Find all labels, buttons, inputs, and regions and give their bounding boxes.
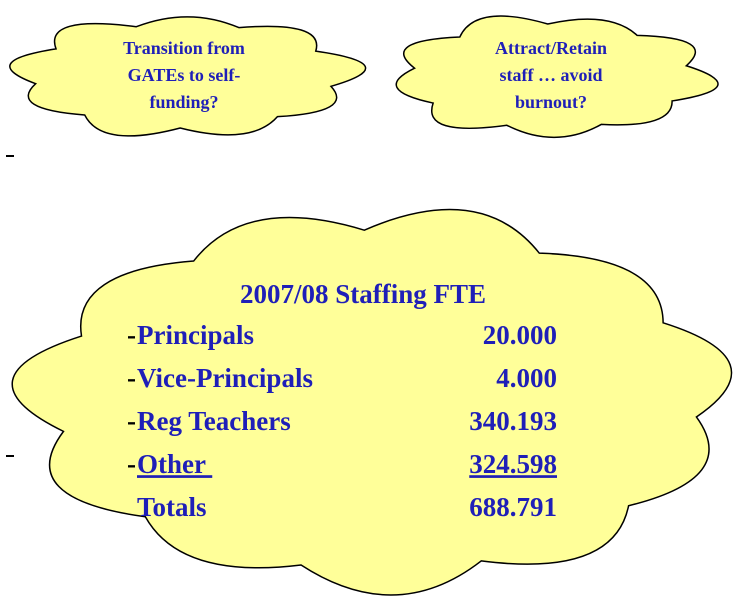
cloud-text: burnout? (515, 92, 587, 112)
row-label: Vice-Principals (137, 363, 313, 393)
row-label: Other (137, 449, 212, 479)
row-bullet: - (127, 363, 136, 393)
staffing-title: 2007/08 Staffing FTE (240, 279, 486, 309)
cloud-text: staff … avoid (500, 65, 603, 85)
cloud (11, 208, 733, 596)
cloud (395, 15, 719, 139)
row-bullet: - (127, 406, 136, 436)
texts: Transition from GATEs to self-funding? Att… (123, 38, 607, 522)
row-bullet: - (127, 320, 136, 350)
row-label: Principals (137, 320, 254, 350)
row-label: Totals (137, 492, 207, 522)
cloud (9, 16, 367, 137)
row-value: 20.000 (483, 320, 557, 350)
row-bullet: - (127, 449, 136, 479)
cloud-text: funding? (149, 92, 218, 112)
row-label: Reg Teachers (137, 406, 291, 436)
cloud-text: GATEs to self- (128, 65, 241, 85)
cloud-text: Attract/Retain (495, 38, 607, 58)
row-value: 324.598 (469, 449, 557, 479)
row-value: 688.791 (469, 492, 557, 522)
clouds (9, 15, 733, 596)
row-value: 4.000 (496, 363, 557, 393)
cloud-text: Transition from (123, 38, 245, 58)
row-value: 340.193 (469, 406, 557, 436)
